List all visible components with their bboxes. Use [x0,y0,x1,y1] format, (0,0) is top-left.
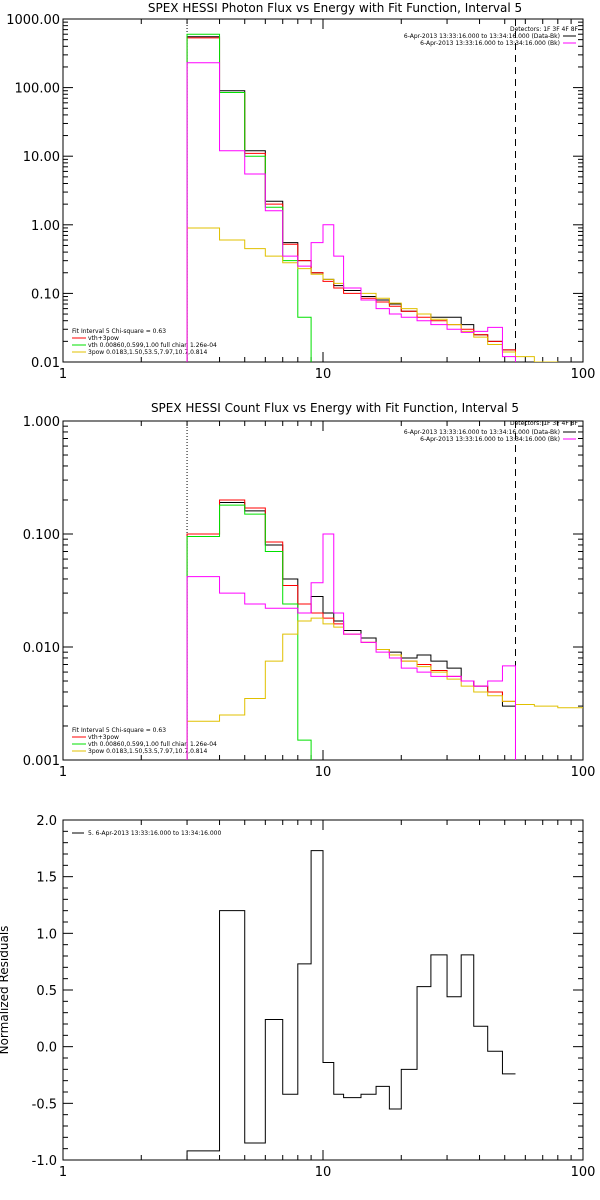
count-vth-text: vth 0.00860,0.599,1.00 full chian 1.26e-… [88,741,217,748]
photon-powerlaw-series [186,227,559,362]
photon-total-series [186,36,516,362]
residuals-y-tick-label: 0.0 [36,1041,57,1056]
photon-bk-interval-text: 6-Apr-2013 13:33:16.000 to 13:34:16.000 … [420,40,560,47]
count-data-interval-text: 6-Apr-2013 13:33:16.000 to 13:34:16.000 … [404,429,560,436]
count-x-tick-label: 100 [571,765,596,780]
photon-background-series [186,62,516,362]
count-total-series [186,502,516,760]
photon-data-interval-text: 6-Apr-2013 13:33:16.000 to 13:34:16.000 … [404,33,560,40]
count-3pow-text: 3pow 0.0183,1.50,53.5,7.97,10.7,0.814 [88,748,207,755]
residuals-panel: Normalized Residuals 5. 6-Apr-2013 13:33… [0,814,595,1180]
photon-x-tick-label: 1 [59,367,67,382]
photon-y-tick-label: 10.00 [23,150,60,165]
photon-thermal-series [186,33,312,362]
count-x-tick-label: 10 [315,765,332,780]
count-detectors-text: Detectors: 1F 3F 4F 8F [510,420,579,427]
photon-vth-text: vth 0.00860,0.599,1.00 full chian 1.26e-… [88,342,217,349]
photon-y-tick-label: 1000.00 [6,13,60,28]
residuals-x-tick-label: 100 [571,1165,596,1180]
residuals-y-tick-label: 2.0 [36,814,57,829]
count-background-series [186,533,516,760]
residuals-y-tick-label: 1.5 [36,871,57,886]
count-plot-frame [62,420,584,761]
count-fit-info-text: Fit Interval 5 Chi-square = 0.63 [72,727,166,734]
photon-y-tick-label: 100.00 [15,82,61,97]
photon-fit-model-text: vth+3pow [88,335,119,342]
photon-y-tick-label: 1.00 [31,219,60,234]
count-x-tick-label: 1 [59,765,67,780]
count-fit-series [186,499,516,760]
photon-3pow-text: 3pow 0.0183,1.50,53.5,7.97,10.7,0.814 [88,349,207,356]
photon-fit-series [186,37,516,362]
photon-x-tick-label: 10 [315,367,332,382]
residuals-y-tick-label: -0.5 [32,1097,57,1112]
count-y-tick-label: 0.100 [23,528,60,543]
residuals-x-tick-label: 10 [315,1165,332,1180]
residuals-y-tick-label: -1.0 [32,1154,57,1169]
residuals-x-tick-label: 1 [59,1165,67,1180]
photon-y-tick-label: 0.01 [31,356,60,371]
photon-x-tick-label: 100 [571,367,596,382]
residuals-y-tick-label: 1.0 [36,927,57,942]
count-powerlaw-series [186,617,583,760]
count-thermal-series [186,504,312,760]
count-y-tick-label: 0.010 [23,641,60,656]
photon-plot-frame [62,18,584,363]
residuals-legend-text: 5. 6-Apr-2013 13:33:16.000 to 13:34:16.0… [88,830,221,837]
photon-flux-panel: SPEX HESSI Photon Flux vs Energy with Fi… [6,1,596,382]
residuals-total-series [186,850,516,1160]
count-fit-model-text: vth+3pow [88,734,119,741]
count-y-tick-label: 0.001 [23,754,60,769]
residuals-y-axis-label: Normalized Residuals [0,926,11,1055]
count-flux-title: SPEX HESSI Count Flux vs Energy with Fit… [151,401,519,415]
photon-detectors-text: Detectors: 1F 3F 4F 8F [510,26,579,33]
photon-fit-info-text: Fit Interval 5 Chi-square = 0.63 [72,328,166,335]
count-bk-interval-text: 6-Apr-2013 13:33:16.000 to 13:34:16.000 … [420,436,560,443]
photon-y-tick-label: 0.10 [31,287,60,302]
count-y-tick-label: 1.000 [23,415,60,430]
residuals-y-tick-label: 0.5 [36,984,57,999]
count-flux-panel: SPEX HESSI Count Flux vs Energy with Fit… [23,401,596,780]
photon-flux-title: SPEX HESSI Photon Flux vs Energy with Fi… [148,1,522,15]
